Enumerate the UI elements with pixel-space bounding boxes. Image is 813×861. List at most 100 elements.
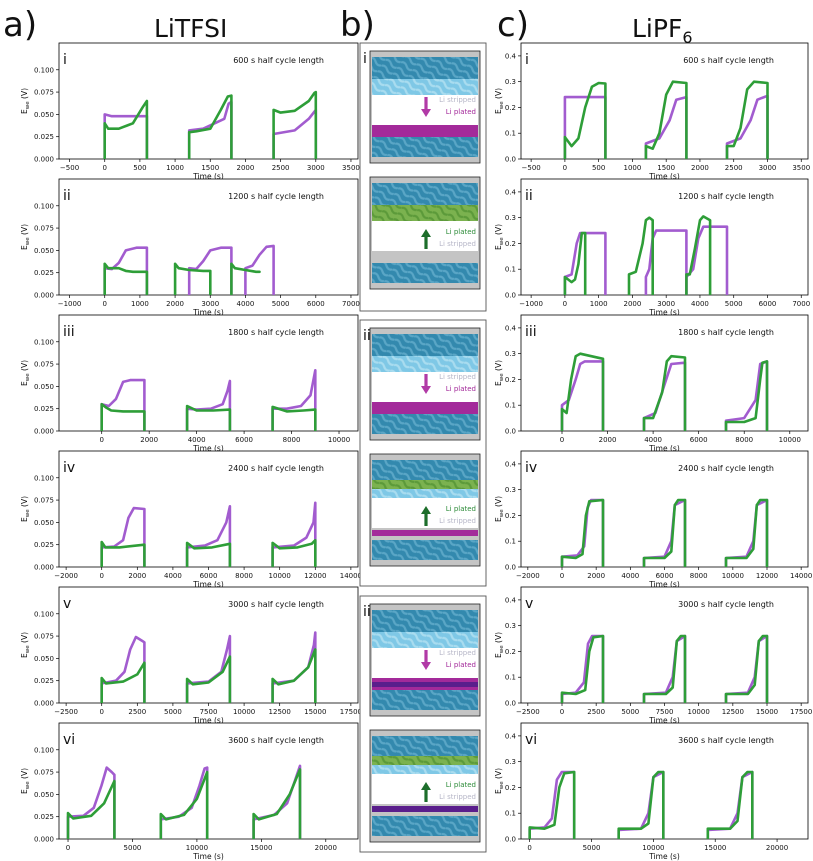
x-tick-label: 3000 <box>307 164 325 172</box>
y-tick-label: 0.2 <box>505 240 516 248</box>
schematic-label: Li plated <box>446 228 476 236</box>
series-line-green <box>724 498 769 567</box>
x-tick-label: −500 <box>60 164 79 172</box>
subtitle: 600 s half cycle length <box>683 56 774 65</box>
y-axis-label-sub: we <box>25 645 31 653</box>
series-line-green <box>66 779 116 839</box>
y-tick-label: 0.025 <box>34 813 54 821</box>
upper-layer <box>372 632 478 648</box>
x-tick-label: 5000 <box>124 844 142 852</box>
x-tick-label: 2000 <box>599 436 617 444</box>
x-tick-label: 500 <box>592 164 605 172</box>
x-tick-label: 15000 <box>704 844 726 852</box>
x-tick-label: 6000 <box>200 572 218 580</box>
series-line-green <box>100 661 146 703</box>
x-tick-label: 10000 <box>233 708 255 716</box>
x-tick-label: 5000 <box>725 300 743 308</box>
x-axis-label: Time (s) <box>648 716 680 725</box>
y-tick-label: 0.1 <box>505 402 516 410</box>
arrow-up-head <box>421 229 431 237</box>
y-axis-label-base: E <box>20 517 29 522</box>
x-tick-label: 15000 <box>304 708 326 716</box>
y-axis-label-unit: (V) <box>20 632 29 645</box>
upper-electrode <box>372 736 478 758</box>
subtitle: 3600 s half cycle length <box>228 736 324 745</box>
series-group <box>528 770 754 839</box>
panel-numeral: i <box>63 52 67 68</box>
series-line-green <box>173 262 212 295</box>
y-tick-label: 0.050 <box>34 111 54 119</box>
y-axis-label-sub: we <box>499 781 505 789</box>
schematic-numeral: ii <box>363 328 371 344</box>
y-tick-label: 0.050 <box>34 383 54 391</box>
series-line-green <box>159 770 209 839</box>
x-tick-label: −2500 <box>516 708 540 716</box>
x-axis-label: Time (s) <box>192 852 224 861</box>
x-tick-label: 4000 <box>621 572 639 580</box>
x-tick-label: 5000 <box>583 844 601 852</box>
x-tick-label: 4000 <box>164 572 182 580</box>
x-axis-label: Time (s) <box>648 308 680 317</box>
x-tick-label: 2000 <box>166 300 184 308</box>
series-line-green <box>103 99 149 159</box>
panel-letter-b: b) <box>340 5 375 45</box>
x-tick-label: 6000 <box>235 436 253 444</box>
x-tick-label: 12000 <box>756 572 778 580</box>
lower-electrode <box>372 690 478 710</box>
series-line-purple <box>66 766 116 839</box>
lower-electrode <box>372 137 478 157</box>
series-line-green <box>563 231 587 295</box>
chart-a-ii: −1000 0 1000 2000 3000 4000 5000 6000 7000 0.000 0… <box>20 178 360 317</box>
x-tick-label: 4000 <box>644 436 662 444</box>
y-tick-label: 0.3 <box>505 214 516 222</box>
cell-bottom: Li plated Li stripped <box>369 729 481 843</box>
x-tick-label: 12000 <box>304 572 326 580</box>
x-tick-label: −500 <box>522 164 541 172</box>
panel-letter-a: a) <box>3 5 38 45</box>
y-axis-label-base: E <box>20 109 29 114</box>
y-tick-label: 0.075 <box>34 769 54 777</box>
column-title-lipf6-main: LiPF <box>632 14 683 43</box>
y-axis-label: Ewe (V) <box>20 768 31 794</box>
y-axis-label-sub: we <box>25 781 31 789</box>
x-tick-label: 0 <box>563 164 567 172</box>
series-line-green <box>271 538 317 567</box>
x-tick-label: 8000 <box>235 572 253 580</box>
series-group <box>100 501 317 567</box>
series-line-purple <box>560 360 605 431</box>
subtitle: 2400 s half cycle length <box>678 464 774 473</box>
x-axis-label: Time (s) <box>648 444 680 453</box>
y-tick-label: 0.4 <box>505 596 517 604</box>
y-tick-label: 0.1 <box>505 266 516 274</box>
x-tick-label: 500 <box>133 164 146 172</box>
x-tick-label: 7000 <box>342 300 360 308</box>
cell-top: Li stripped Li plated <box>369 327 481 441</box>
subtitle: 1200 s half cycle length <box>678 192 774 201</box>
y-axis-label-base: E <box>494 381 503 386</box>
x-tick-label: 1000 <box>590 300 608 308</box>
cell-top: Li stripped Li plated <box>369 603 481 717</box>
x-tick-label: 0 <box>560 436 564 444</box>
series-line-green <box>100 540 146 567</box>
series-group <box>560 352 769 431</box>
residual-plated-layer <box>372 530 478 536</box>
y-tick-label: 0.025 <box>34 677 54 685</box>
x-tick-label: 0 <box>560 572 564 580</box>
residual-plated-layer <box>372 806 478 812</box>
x-tick-label: 14000 <box>340 572 362 580</box>
x-tick-label: 3500 <box>342 164 360 172</box>
series-group <box>100 369 317 431</box>
y-axis-label-base: E <box>20 789 29 794</box>
y-tick-label: 0.3 <box>505 350 516 358</box>
y-tick-label: 0.000 <box>34 156 54 164</box>
chart-c-ii: −1000 0 1000 2000 3000 4000 5000 6000 7000 0.0 0.1… <box>494 178 810 317</box>
series-group <box>66 764 302 839</box>
y-tick-label: 0.075 <box>34 633 54 641</box>
x-tick-label: 10000 <box>642 844 664 852</box>
x-tick-label: 3000 <box>657 300 675 308</box>
series-line-green <box>185 541 232 567</box>
y-tick-label: 0.025 <box>34 405 54 413</box>
upper-layer <box>372 79 478 95</box>
